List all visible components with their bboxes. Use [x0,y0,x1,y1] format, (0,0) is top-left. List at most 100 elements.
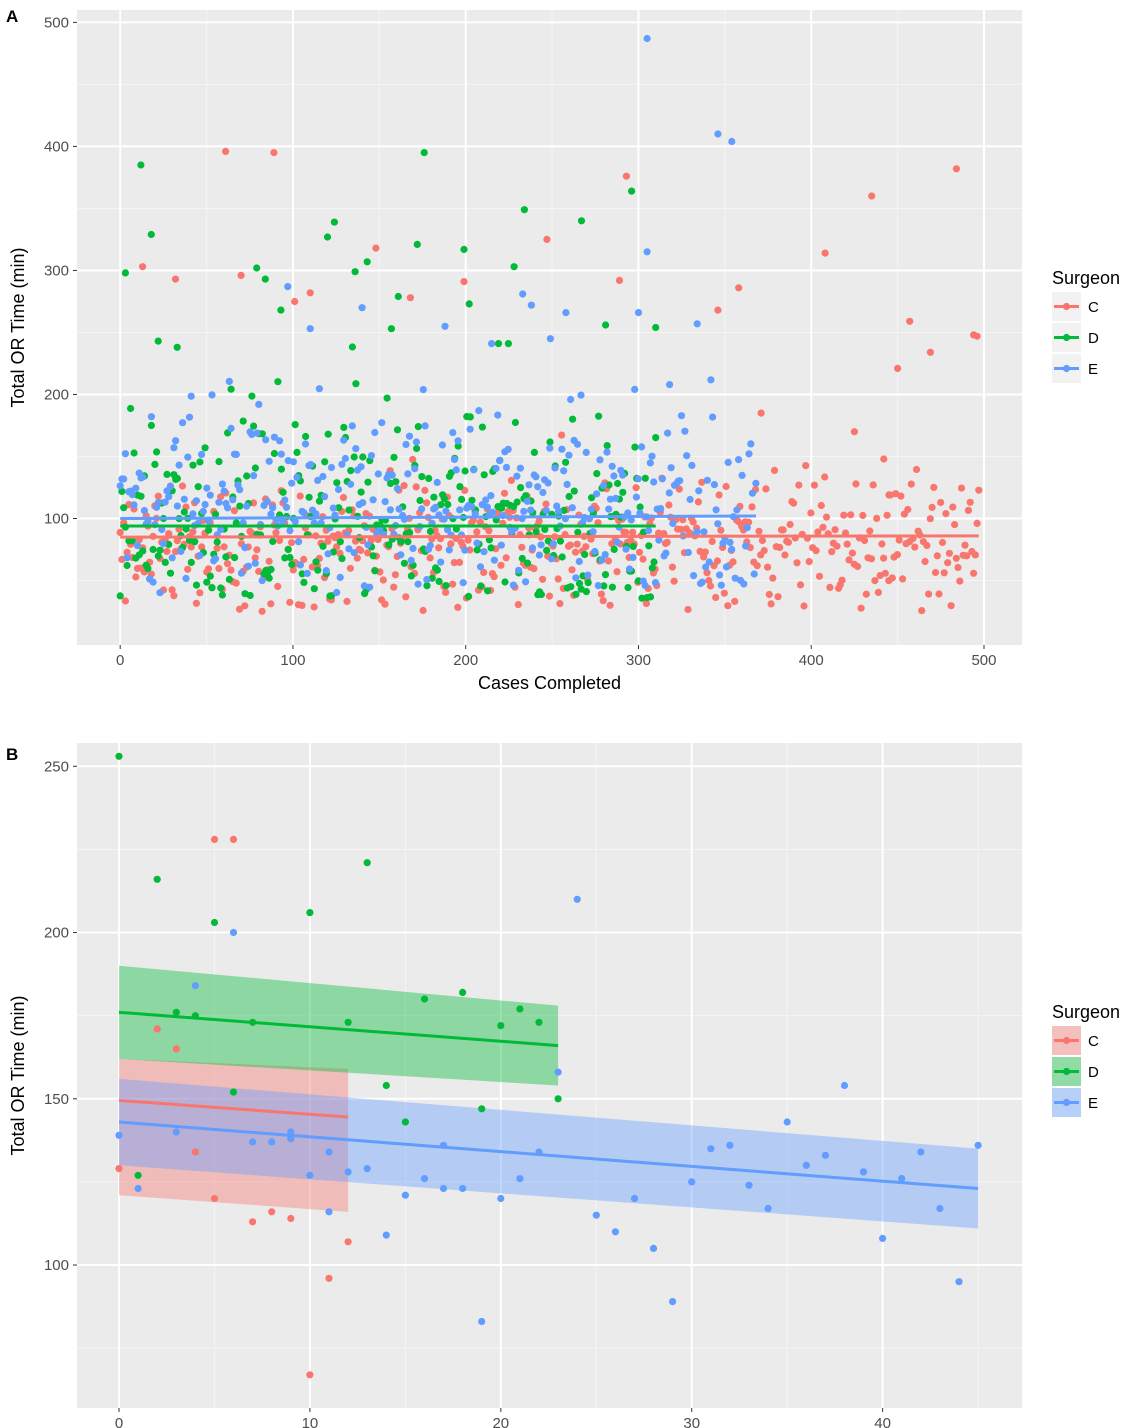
data-point-D [465,592,473,601]
data-point-C [542,500,550,508]
data-point-D [215,458,223,466]
data-point-C [937,498,945,507]
data-point-D [324,430,332,438]
data-point-E [608,462,616,470]
data-point-E [717,581,725,589]
data-point-E [307,461,315,469]
data-point-E [454,437,462,445]
data-point-E [284,283,292,291]
data-point-E [549,540,557,548]
data-point-C [346,564,354,572]
data-point-C [880,455,888,463]
data-point-E [650,478,658,486]
data-point-E [397,551,405,559]
data-point-D [348,343,356,351]
data-point-D [340,423,348,431]
data-point-C [364,549,372,557]
data-point-D [456,483,464,491]
data-point-D [312,558,320,566]
data-point-C [116,528,124,537]
data-point-E [420,1175,429,1183]
data-point-D [458,495,466,503]
data-point-C [686,529,694,537]
data-point-E [191,982,199,990]
data-point-C [604,557,613,565]
data-point-D [517,484,525,492]
data-point-C [973,519,981,528]
data-point-E [319,472,327,481]
data-point-E [547,555,556,563]
data-point-C [764,563,772,571]
data-point-C [758,536,767,545]
trend-line-D [118,1010,559,1048]
data-point-E [740,580,748,588]
data-point-E [251,559,259,567]
data-point-C [599,597,607,605]
data-point-C [793,559,801,567]
data-point-E [554,507,563,515]
data-point-C [814,528,822,536]
data-point-C [622,172,631,180]
data-point-E [936,1204,944,1213]
data-point-D [336,538,344,546]
data-point-C [755,527,763,535]
data-point-C [935,590,943,598]
data-point-C [497,561,505,569]
data-point-C [461,486,469,494]
data-point-E [300,509,308,517]
data-point-D [293,448,301,456]
data-point-D [180,508,188,516]
confidence-ribbons [119,965,979,1229]
data-point-C [945,549,954,557]
data-point-D [501,578,509,586]
data-point-E [627,516,635,524]
data-point-E [539,488,547,497]
data-point-E [421,422,429,430]
data-point-E [722,563,731,571]
data-point-C [966,498,974,506]
data-point-C [852,480,860,488]
data-point-E [363,1165,371,1173]
data-point-E [321,493,329,501]
data-point-C [975,486,983,494]
data-point-D [345,506,353,514]
data-point-D [144,564,152,573]
data-point-D [270,449,278,458]
data-point-C [168,586,176,594]
y-tick-label: 150 [44,1091,69,1108]
data-point-E [611,1228,620,1236]
data-point-E [733,506,741,514]
data-point-E [684,548,693,557]
data-point-C [530,565,538,573]
x-tick-label: 10 [302,1415,319,1428]
data-point-E [225,377,233,385]
data-point-D [560,506,568,514]
data-point-C [817,501,825,510]
data-point-E [638,443,646,451]
data-point-E [130,501,138,509]
data-point-E [587,505,596,513]
data-point-D [118,487,126,495]
data-point-D [397,538,405,546]
data-point-D [426,527,434,536]
data-point-C [868,192,876,200]
data-point-E [573,440,582,448]
data-point-C [713,557,722,565]
data-point-D [624,584,632,592]
data-point-D [218,591,226,599]
data-point-E [347,480,355,488]
data-point-D [371,567,379,575]
data-point-E [610,472,618,480]
data-point-C [720,589,728,597]
data-point-E [630,1194,639,1203]
data-point-E [605,505,613,513]
data-point-C [171,275,180,283]
data-point-E [527,506,535,514]
data-point-D [532,528,540,536]
data-point-E [405,432,414,440]
data-point-E [158,525,166,534]
data-point-E [634,475,642,483]
data-point-C [795,481,803,489]
data-point-E [573,895,581,903]
data-point-E [496,457,504,465]
